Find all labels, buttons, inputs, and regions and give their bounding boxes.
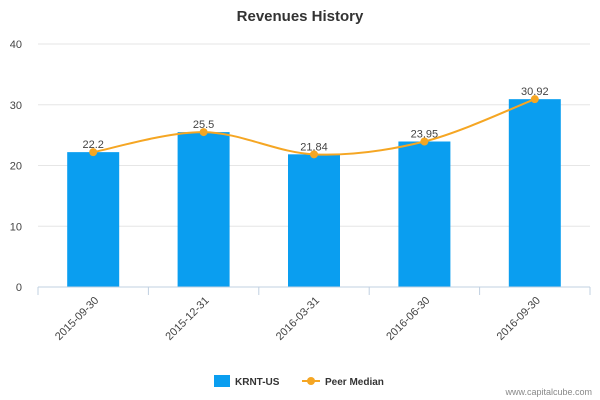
peer-median-point[interactable] xyxy=(530,95,539,104)
credit-text: www.capitalcube.com xyxy=(504,387,592,397)
data-label: 22.2 xyxy=(82,139,103,151)
y-tick-label: 0 xyxy=(16,282,22,294)
y-tick-label: 10 xyxy=(10,221,22,233)
x-axis: 2015-09-30 2015-12-31 2016-03-31 2016-06-30… xyxy=(37,287,591,343)
bar[interactable] xyxy=(177,132,230,287)
x-tick-label: 2015-12-31 xyxy=(163,295,211,343)
legend-label: Peer Median xyxy=(325,377,384,388)
y-tick-label: 20 xyxy=(10,161,22,173)
x-tick-label: 2016-09-30 xyxy=(495,295,543,343)
y-tick-label: 40 xyxy=(10,39,22,51)
peer-median-point[interactable] xyxy=(199,128,208,137)
legend-bar-swatch xyxy=(214,375,230,387)
x-tick-label: 2016-06-30 xyxy=(384,295,432,343)
peer-median-point[interactable] xyxy=(89,148,98,157)
y-axis: 0 10 20 30 40 xyxy=(10,39,22,294)
peer-median-point[interactable] xyxy=(420,137,429,146)
x-tick-label: 2016-03-31 xyxy=(274,295,322,343)
data-label: 21.84 xyxy=(300,141,328,153)
data-label: 23.95 xyxy=(411,129,439,141)
data-label: 30.92 xyxy=(521,86,549,98)
x-tick-label: 2015-09-30 xyxy=(53,295,101,343)
bar[interactable] xyxy=(508,99,561,287)
bar-series xyxy=(67,99,561,287)
legend-line-marker xyxy=(307,377,315,385)
data-label: 25.5 xyxy=(193,119,214,131)
bar[interactable] xyxy=(288,154,340,287)
bar[interactable] xyxy=(67,152,120,287)
data-labels: 22.2 25.5 21.84 23.95 30.92 xyxy=(82,86,548,153)
line-series xyxy=(89,95,539,159)
y-tick-label: 30 xyxy=(10,100,22,112)
legend-label: KRNT-US xyxy=(235,377,280,388)
chart-title: Revenues History xyxy=(237,8,364,25)
legend[interactable]: KRNT-US Peer Median xyxy=(214,375,384,388)
bar[interactable] xyxy=(398,141,451,287)
peer-median-point[interactable] xyxy=(310,150,318,159)
